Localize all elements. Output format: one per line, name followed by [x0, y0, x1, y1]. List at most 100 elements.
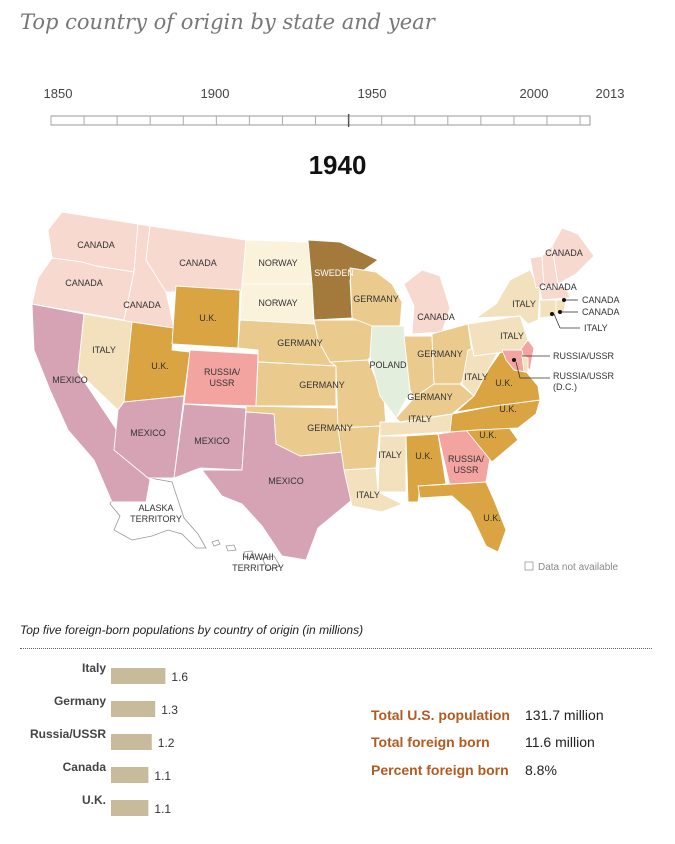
stat-value-percent: 8.8% — [525, 762, 557, 778]
selected-year-heading: 1940 — [308, 150, 367, 180]
map-label-nm: MEXICO — [194, 436, 230, 446]
timeline-label-1950: 1950 — [357, 86, 387, 101]
map-label-az: MEXICO — [130, 428, 166, 438]
state-ct[interactable] — [539, 299, 557, 319]
legend-na-swatch — [524, 561, 534, 571]
map-label-wv: ITALY — [464, 372, 488, 382]
state-de[interactable] — [521, 355, 529, 373]
us-map: CANADA CANADA CANADA CANADA NORWAY NORWA… — [31, 211, 620, 573]
map-label-ga-1: RUSSIA/ — [448, 454, 485, 464]
bar-category-label: U.K. — [82, 793, 106, 807]
callout-label-0: CANADA — [582, 295, 620, 305]
callout-label-4a: RUSSIA/USSR — [553, 371, 615, 381]
map-label-tn: ITALY — [408, 414, 432, 424]
year-timeline-slider[interactable] — [50, 114, 595, 128]
bar — [111, 767, 149, 783]
bar — [111, 800, 149, 816]
map-label-oh: GERMANY — [417, 349, 463, 359]
bar — [111, 701, 156, 717]
timeline-label-1850: 1850 — [43, 86, 73, 101]
bar-value-label: 1.2 — [158, 736, 175, 750]
bar — [111, 668, 166, 684]
legend-na-label: Data not available — [538, 562, 618, 573]
state-ks[interactable] — [255, 361, 337, 407]
timeline-track[interactable] — [50, 115, 591, 126]
timeline-label-1900: 1900 — [200, 86, 230, 101]
map-label-hi-2: TERRITORY — [232, 563, 284, 573]
map-label-ms: ITALY — [378, 450, 402, 460]
state-ny[interactable] — [475, 269, 541, 325]
map-label-nh: CANADA — [539, 282, 577, 292]
divider — [20, 648, 652, 649]
map-label-sc: U.K. — [479, 430, 497, 440]
map-label-ny: ITALY — [512, 299, 536, 309]
state-wi[interactable] — [349, 267, 403, 327]
map-label-co-2: USSR — [209, 378, 235, 388]
callout-label-1: CANADA — [582, 307, 620, 317]
map-label-ak-1: ALASKA — [138, 503, 173, 513]
state-mi[interactable] — [403, 269, 451, 335]
map-label-hi-1: HAWAII — [242, 552, 273, 562]
callout-label-2: ITALY — [584, 323, 608, 333]
map-label-tx: MEXICO — [268, 476, 304, 486]
map-label-id: CANADA — [123, 300, 161, 310]
map-label-ne: GERMANY — [277, 338, 323, 348]
state-ms[interactable] — [377, 435, 407, 493]
bar-category-label: Italy — [82, 661, 106, 675]
map-label-ut: U.K. — [151, 361, 169, 371]
map-label-or: CANADA — [65, 278, 103, 288]
map-label-ak-2: TERRITORY — [130, 514, 182, 524]
map-label-pa: ITALY — [500, 331, 524, 341]
map-label-ky: GERMANY — [407, 392, 453, 402]
map-label-il: POLAND — [369, 360, 407, 370]
stat-value-foreign-born: 11.6 million — [525, 734, 595, 750]
map-label-sd: NORWAY — [258, 298, 297, 308]
map-label-wa: CANADA — [77, 240, 115, 250]
bar-value-label: 1.1 — [154, 802, 171, 816]
stat-value-total-pop: 131.7 million — [525, 707, 604, 723]
stat-label-percent: Percent foreign born — [371, 762, 509, 778]
bar-value-label: 1.3 — [161, 703, 178, 717]
bar-value-label: 1.1 — [154, 769, 171, 783]
state-fl[interactable] — [417, 481, 507, 553]
bar-chart: Italy 1.6 Germany 1.3 Russia/USSR 1.2 Canada 1.… — [30, 661, 188, 816]
map-label-fl: U.K. — [483, 513, 501, 523]
state-tx[interactable] — [201, 411, 353, 561]
chart-subtitle: Top five foreign-born populations by cou… — [20, 623, 364, 637]
page-title: Top country of origin by state and year — [20, 10, 435, 34]
map-label-mt: CANADA — [179, 258, 217, 268]
callout-label-3: RUSSIA/USSR — [553, 351, 615, 361]
map-label-nd: NORWAY — [258, 258, 297, 268]
state-az[interactable] — [113, 395, 185, 479]
map-label-wy: U.K. — [199, 313, 217, 323]
bar-category-label: Canada — [63, 760, 107, 774]
map-label-nc: U.K. — [499, 404, 517, 414]
map-label-ga-2: USSR — [453, 465, 479, 475]
map-label-nv: ITALY — [92, 345, 116, 355]
map-label-mn: SWEDEN — [314, 268, 354, 278]
map-label-ok: GERMANY — [307, 423, 353, 433]
map-label-ks: GERMANY — [299, 380, 345, 390]
state-ma[interactable] — [539, 285, 571, 301]
bar-category-label: Germany — [54, 694, 106, 708]
state-me[interactable] — [551, 227, 595, 285]
map-label-ca: MEXICO — [52, 375, 88, 385]
stat-label-foreign-born: Total foreign born — [371, 734, 490, 750]
map-label-mi: CANADA — [417, 312, 455, 322]
map-label-al: U.K. — [415, 451, 433, 461]
map-label-co-1: RUSSIA/ — [204, 367, 241, 377]
bar — [111, 734, 152, 750]
stat-label-total-pop: Total U.S. population — [371, 707, 510, 723]
timeline-label-2013: 2013 — [595, 86, 625, 101]
state-nm[interactable] — [173, 403, 247, 479]
bar-category-label: Russia/USSR — [30, 727, 106, 741]
map-label-me: CANADA — [545, 248, 583, 258]
bar-value-label: 1.6 — [171, 670, 188, 684]
state-la[interactable] — [343, 467, 403, 513]
map-label-la: ITALY — [356, 490, 380, 500]
state-hi[interactable] — [211, 539, 281, 571]
timeline-label-2000: 2000 — [519, 86, 549, 101]
callout-label-4b: (D.C.) — [553, 382, 577, 392]
map-label-wi: GERMANY — [353, 294, 399, 304]
map-label-va: U.K. — [495, 378, 513, 388]
